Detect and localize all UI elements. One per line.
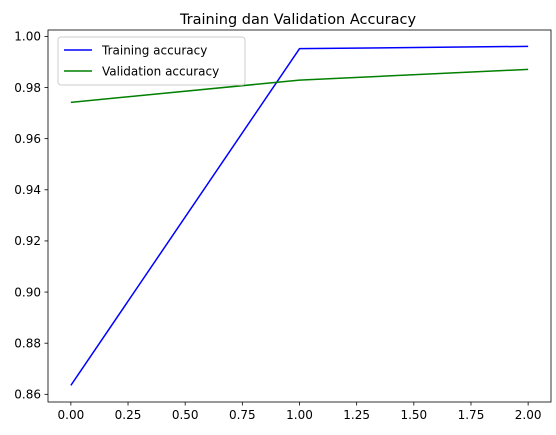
y-tick-label: 0.96	[14, 132, 41, 146]
legend-label: Training accuracy	[101, 43, 207, 57]
series-line-training	[70, 45, 529, 386]
y-tick-label: 0.94	[14, 183, 41, 197]
y-tick-label: 0.88	[14, 336, 41, 350]
x-tick-label: 1.50	[400, 408, 427, 422]
chart-title: Training dan Validation Accuracy	[179, 12, 417, 28]
y-tick-label: 1.00	[14, 30, 41, 44]
plot-frame	[47, 29, 552, 403]
y-tick-label: 0.98	[14, 81, 41, 95]
x-tick-label: 1.00	[286, 408, 313, 422]
y-axis: 0.86 0.88 0.90 0.92 0.94 0.96 0.98 1.00	[14, 30, 48, 402]
x-tick-label: 1.75	[458, 408, 485, 422]
x-axis: 0.00 0.25 0.50 0.75 1.00 1.25 1.50 1.75 2.00	[58, 402, 542, 422]
series-line-validation	[70, 68, 529, 104]
legend-label: Validation accuracy	[102, 64, 219, 78]
plot-area	[47, 29, 552, 403]
legend: Training accuracy Validation accuracy	[57, 36, 246, 86]
x-tick-label: 1.25	[343, 408, 370, 422]
y-tick-label: 0.86	[14, 388, 41, 402]
series-lines	[70, 45, 529, 386]
legend-box	[57, 36, 246, 86]
y-tick-label: 0.90	[14, 285, 41, 299]
x-tick-label: 0.75	[229, 408, 256, 422]
y-tick-label: 0.92	[14, 234, 41, 248]
x-tick-label: 2.00	[515, 408, 542, 422]
x-tick-label: 0.00	[58, 408, 85, 422]
x-tick-label: 0.25	[115, 408, 142, 422]
x-tick-label: 0.50	[172, 408, 199, 422]
